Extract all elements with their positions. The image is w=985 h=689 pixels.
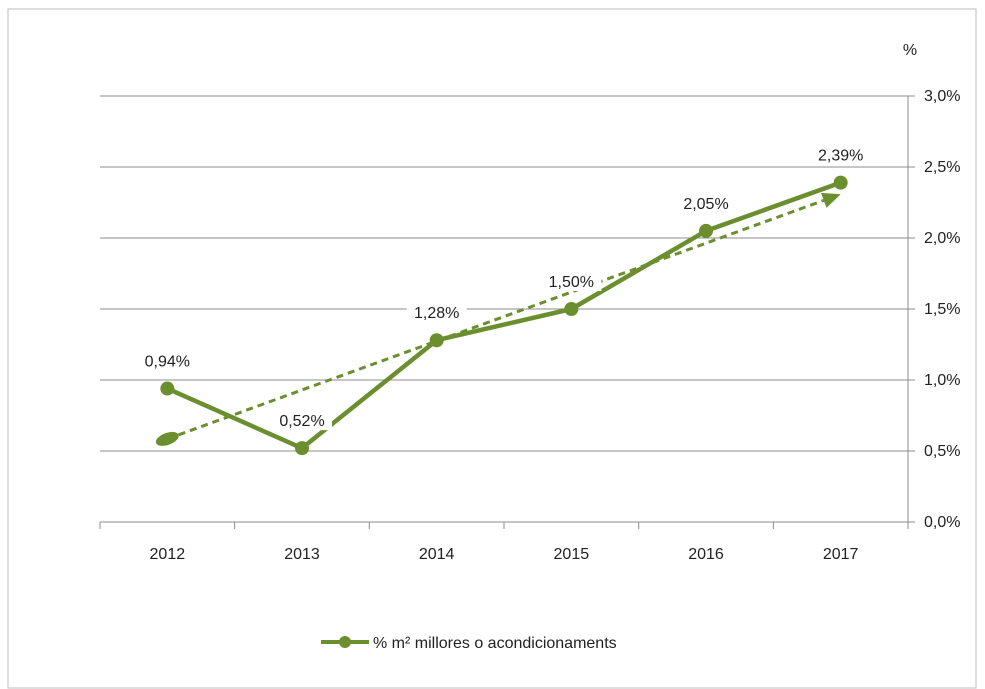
- data-point: [699, 223, 713, 238]
- data-label: 2,05%: [683, 196, 728, 213]
- data-label: 1,50%: [549, 274, 594, 291]
- y-tick-label: 0,0%: [924, 514, 960, 531]
- y-tick-label: 2,5%: [924, 159, 960, 176]
- data-label-bg: [137, 350, 198, 371]
- data-point: [429, 333, 444, 348]
- series-line: [166, 180, 842, 451]
- data-label-bg: [541, 271, 602, 291]
- data-point: [833, 175, 848, 190]
- y-axis-title: %: [903, 42, 917, 59]
- data-label-bg: [406, 302, 467, 323]
- data-label: 0,52%: [279, 413, 324, 430]
- x-tick-label: 2016: [688, 546, 724, 563]
- trendline-start-cap: [155, 431, 179, 446]
- data-point: [160, 381, 175, 396]
- y-tick-label: 1,5%: [924, 301, 960, 318]
- x-tick-label: 2014: [419, 546, 455, 563]
- trendline: [155, 192, 841, 446]
- data-label: 2,39%: [818, 148, 863, 165]
- data-label-bg: [810, 144, 871, 165]
- legend-label: % m² millores o acondicionaments: [373, 635, 617, 652]
- x-tick-labels: 2012 2013 2014 2015 2016 2017: [150, 546, 859, 563]
- gridlines: [100, 95, 908, 452]
- legend: % m² millores o acondicionaments: [321, 635, 617, 652]
- data-labels: 0,94% 0,52% 1,28% 1,50% 2,05% 2,39%: [137, 144, 871, 431]
- legend-point-marker: [339, 636, 351, 648]
- data-point: [295, 441, 309, 456]
- x-tick-label: 2015: [554, 546, 590, 563]
- y-tick-label: 1,0%: [924, 372, 960, 389]
- y-tick-labels: 0,0% 0,5% 1,0% 1,5% 2,0% 2,5% 3,0%: [924, 88, 960, 531]
- x-tick-label: 2017: [823, 546, 859, 563]
- data-point: [564, 302, 579, 316]
- data-label-bg: [676, 192, 736, 213]
- data-label-bg: [272, 410, 332, 431]
- axes: [99, 95, 915, 529]
- data-points: [160, 175, 848, 456]
- trendline-arrowhead: [821, 192, 841, 208]
- x-tick-label: 2012: [150, 546, 186, 563]
- chart-frame: [7, 8, 977, 689]
- series-polyline: [166, 180, 842, 451]
- trendline-line: [166, 198, 825, 441]
- y-tick-label: 0,5%: [924, 443, 960, 460]
- y-tick-label: 2,0%: [924, 230, 960, 247]
- data-label: 1,28%: [414, 305, 459, 322]
- x-tick-label: 2013: [284, 546, 320, 563]
- data-label: 0,94%: [145, 354, 190, 371]
- y-tick-label: 3,0%: [924, 88, 960, 105]
